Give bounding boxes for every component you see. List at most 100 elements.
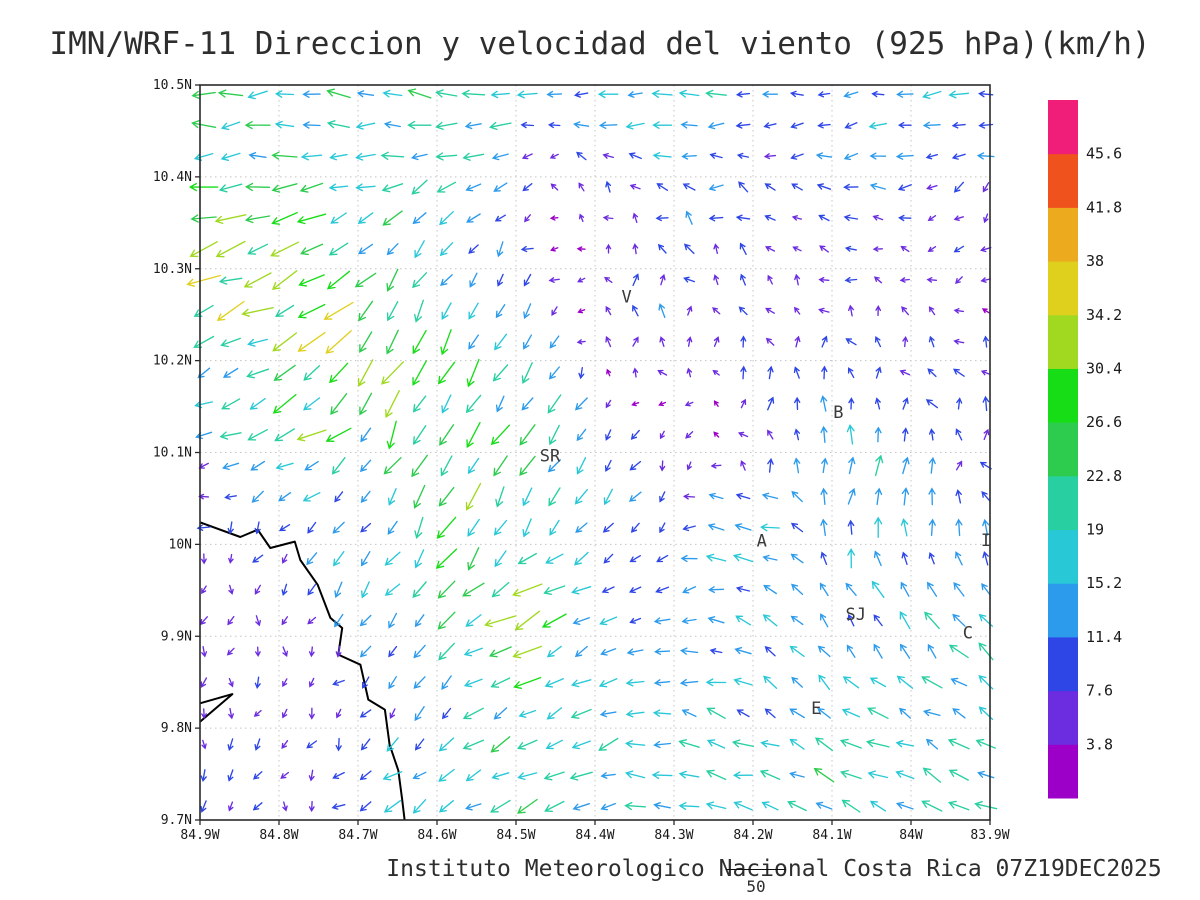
wind-vector: [307, 521, 317, 534]
wind-vector: [817, 122, 831, 129]
wind-vector: [467, 518, 480, 537]
wind-vector: [793, 457, 801, 474]
wind-vector: [441, 302, 452, 320]
wind-vector: [227, 738, 234, 752]
wind-vector: [790, 615, 804, 626]
wind-vector: [359, 801, 372, 812]
wind-vector: [925, 399, 938, 409]
wind-vector: [300, 243, 324, 256]
wind-vector: [869, 677, 887, 688]
wind-vector: [251, 490, 264, 503]
wind-vector: [334, 613, 344, 628]
wind-vector: [492, 364, 509, 382]
wind-vector: [950, 677, 968, 687]
wind-vector: [200, 677, 208, 688]
wind-vector: [847, 519, 855, 535]
wind-vector: [763, 122, 777, 129]
wind-vector: [624, 801, 646, 811]
wind-vector: [921, 800, 943, 812]
wind-vector: [734, 523, 752, 531]
wind-vector: [791, 676, 803, 688]
wind-vector: [491, 581, 510, 598]
wind-vector: [900, 518, 909, 537]
wind-vector: [357, 359, 374, 387]
wind-vector: [713, 336, 720, 347]
wind-vector: [412, 360, 427, 386]
wind-vector: [549, 335, 560, 349]
wind-vector: [512, 583, 543, 597]
wind-vector: [713, 243, 720, 255]
wind-vector: [956, 397, 963, 410]
wind-vector: [953, 181, 965, 193]
wind-vector: [682, 183, 696, 191]
station-label: C: [963, 624, 973, 644]
wind-vector: [359, 459, 372, 473]
wind-vector: [216, 300, 245, 321]
wind-vector: [708, 586, 725, 594]
wind-vector: [438, 800, 454, 813]
wind-vector: [189, 241, 218, 258]
wind-vector: [308, 800, 315, 813]
wind-vector: [927, 368, 937, 378]
wind-vector: [705, 89, 727, 98]
wind-vector: [605, 399, 612, 409]
wind-vector: [435, 89, 458, 98]
wind-vector: [895, 770, 915, 780]
wind-vector: [282, 678, 288, 688]
wind-vector: [927, 215, 937, 222]
colorbar-label: 19: [1086, 521, 1104, 539]
colorbar-label: 7.6: [1086, 682, 1113, 700]
wind-vector: [678, 739, 700, 748]
wind-vector: [275, 462, 294, 471]
wind-vector: [193, 335, 215, 348]
wind-vector: [983, 428, 990, 441]
wind-vector: [382, 89, 403, 98]
wind-vector: [709, 152, 723, 159]
wind-vector: [875, 366, 882, 379]
wind-vector: [272, 332, 298, 352]
wind-vector: [790, 583, 804, 596]
colorbar-label: 26.6: [1086, 413, 1122, 431]
wind-vector: [281, 708, 288, 719]
wind-vector: [436, 516, 457, 539]
wind-vector: [412, 272, 428, 289]
wind-vector: [656, 554, 669, 563]
wind-vector: [713, 274, 719, 286]
wind-vector: [922, 709, 941, 717]
wind-vector: [467, 457, 480, 475]
wind-vector: [624, 740, 646, 748]
wind-vector: [359, 331, 373, 353]
wind-vector: [874, 426, 882, 443]
wind-vector: [467, 547, 480, 571]
x-axis-tick-label: 84.4W: [575, 828, 614, 843]
wind-vector: [681, 152, 697, 160]
wind-vector: [551, 306, 558, 317]
wind-vector: [412, 799, 427, 814]
wind-vector: [624, 770, 646, 779]
wind-vector: [271, 270, 298, 290]
wind-vector: [298, 274, 325, 287]
wind-vector: [549, 215, 559, 221]
wind-vector: [488, 646, 512, 658]
wind-vector: [191, 90, 216, 100]
wind-vector: [224, 493, 237, 500]
wind-vector: [765, 337, 775, 346]
wind-vector: [761, 90, 778, 98]
wind-vector: [678, 802, 700, 810]
wind-vector: [759, 769, 781, 780]
wind-vector: [574, 397, 588, 411]
wind-vector: [871, 580, 885, 598]
wind-vector: [848, 456, 856, 475]
wind-vector: [629, 183, 641, 190]
wind-vector: [414, 738, 425, 751]
wind-vector: [254, 521, 261, 535]
wind-vector: [651, 771, 673, 780]
wind-vector: [901, 306, 909, 316]
wind-vector: [359, 392, 373, 416]
wind-vector: [707, 523, 725, 531]
wind-vector: [381, 361, 405, 385]
wind-vector: [735, 214, 751, 222]
wind-vector: [902, 456, 910, 475]
wind-vector: [273, 364, 296, 381]
wind-vector: [680, 554, 698, 563]
